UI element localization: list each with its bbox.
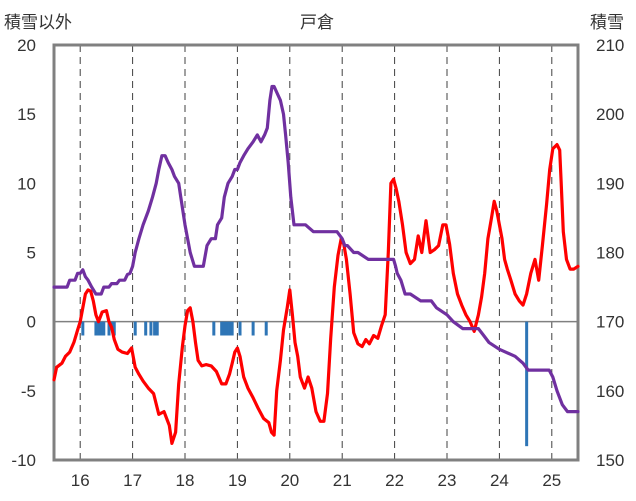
y-right-tick-label: 190: [596, 174, 624, 193]
y-right-label: 積雪: [590, 13, 624, 32]
y-right-tick-label: 160: [596, 382, 624, 401]
y-right-tick-label: 200: [596, 105, 624, 124]
precip-bar: [107, 321, 111, 336]
precip-bar: [102, 321, 106, 336]
y-left-tick-label: -10: [11, 451, 36, 470]
y-left-label: 積雪以外: [4, 13, 72, 32]
x-tick-label: 24: [490, 471, 509, 490]
precip-bar: [153, 321, 157, 336]
precip-bar: [81, 321, 85, 336]
y-left-tick-label: 0: [27, 313, 36, 332]
precip-bar: [94, 321, 98, 336]
precip-bar: [525, 321, 529, 447]
precip-bar: [225, 321, 229, 336]
snow-depth-line: [52, 84, 580, 414]
precip-bar: [133, 321, 137, 336]
precip-bar: [97, 321, 101, 336]
temperature-line: [52, 143, 580, 445]
y-right-tick-label: 150: [596, 451, 624, 470]
x-tick-label: 19: [228, 471, 247, 490]
precip-bar: [144, 321, 148, 336]
y-right-tick-label: 170: [596, 313, 624, 332]
x-tick-label: 20: [280, 471, 299, 490]
precip-bar: [112, 321, 116, 336]
plot-frame: [52, 43, 580, 462]
chart-title: 戸倉: [300, 13, 334, 32]
precip-bar: [155, 321, 159, 336]
precip-bar: [238, 321, 242, 336]
precip-bar: [222, 321, 226, 336]
y-right-tick-label: 210: [596, 36, 624, 55]
precip-bar: [212, 321, 216, 336]
y-left-tick-label: 10: [17, 174, 36, 193]
x-tick-label: 23: [438, 471, 457, 490]
precip-bar: [99, 321, 103, 336]
y-right-tick-label: 180: [596, 244, 624, 263]
precip-bar: [149, 321, 153, 336]
x-tick-label: 16: [71, 471, 90, 490]
precip-bar: [264, 321, 268, 336]
y-left-tick-label: 20: [17, 36, 36, 55]
precip-bar: [230, 321, 234, 336]
x-tick-label: 18: [176, 471, 195, 490]
precip-bar: [220, 321, 224, 336]
y-left-tick-label: 5: [27, 244, 36, 263]
precip-bar: [251, 321, 255, 336]
x-tick-label: 17: [123, 471, 142, 490]
x-tick-label: 21: [333, 471, 352, 490]
y-left-tick-label: -5: [21, 382, 36, 401]
precip-bar: [228, 321, 232, 336]
x-tick-label: 22: [385, 471, 404, 490]
x-tick-label: 25: [542, 471, 561, 490]
y-left-tick-label: 15: [17, 105, 36, 124]
